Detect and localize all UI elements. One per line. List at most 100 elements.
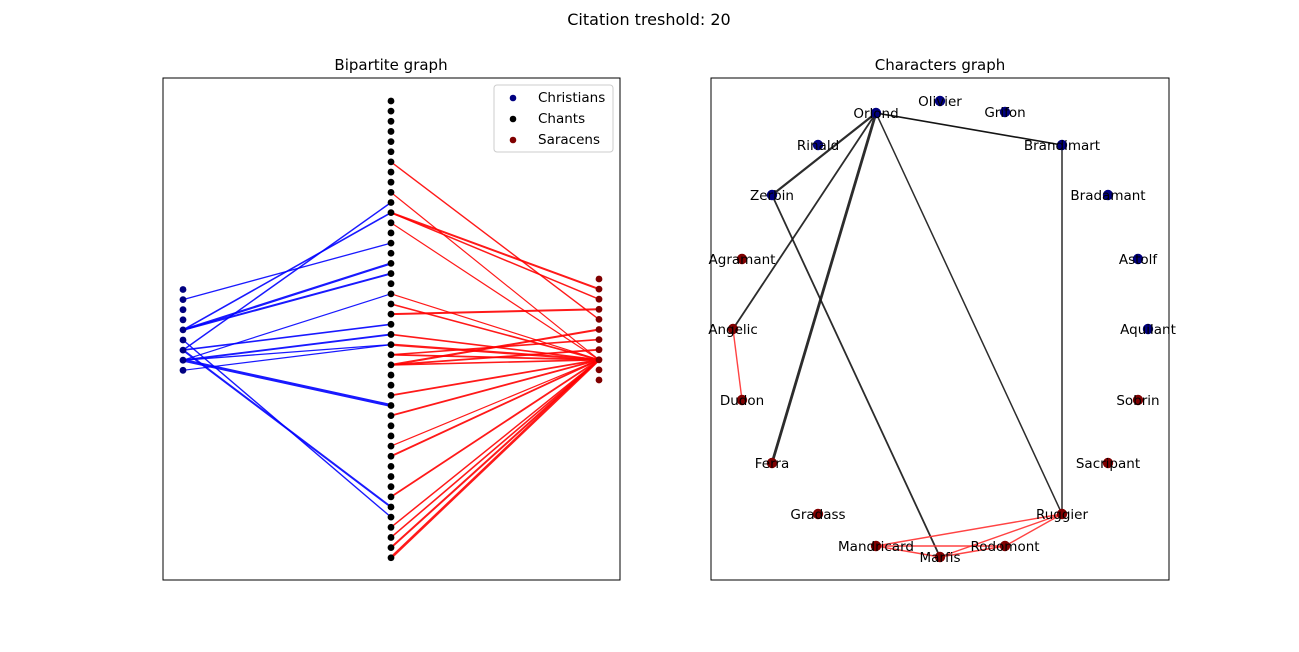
chant-node bbox=[387, 361, 395, 369]
character-edge bbox=[732, 112, 877, 330]
saracen-chant-edge bbox=[390, 359, 600, 528]
saracen-node bbox=[595, 376, 603, 384]
saracen-node bbox=[595, 366, 603, 374]
legend-label-christians: Christians bbox=[538, 90, 605, 106]
saracen-node bbox=[595, 305, 603, 313]
christian-node bbox=[179, 316, 187, 324]
saracen-chant-edge bbox=[390, 359, 600, 366]
chant-node bbox=[387, 402, 395, 409]
character-edge bbox=[771, 194, 941, 558]
saracen-chant-edge bbox=[390, 358, 600, 397]
christian-chant-edge bbox=[182, 343, 392, 361]
christian-chant-edge bbox=[182, 349, 392, 508]
character-node bbox=[736, 394, 748, 406]
chant-node bbox=[387, 97, 395, 105]
chant-node bbox=[387, 270, 395, 277]
character-edge bbox=[875, 112, 1063, 515]
character-node bbox=[999, 106, 1011, 118]
character-node bbox=[1102, 189, 1114, 201]
chant-node bbox=[387, 300, 395, 308]
saracen-node bbox=[595, 295, 603, 303]
saracen-chant-edge bbox=[390, 333, 600, 361]
chant-node bbox=[387, 371, 395, 379]
character-label: Brandimart bbox=[1024, 138, 1100, 154]
christian-node bbox=[179, 326, 187, 334]
character-label: Ferra bbox=[755, 456, 789, 472]
character-node bbox=[766, 189, 778, 201]
bipartite-nodes bbox=[179, 97, 603, 562]
character-node bbox=[736, 253, 748, 265]
character-node bbox=[1056, 508, 1068, 520]
saracen-chant-edge bbox=[390, 191, 600, 361]
characters-panel: Characters graph Orlond Olivier Grifon Rina… bbox=[708, 56, 1176, 581]
character-label: Sacripant bbox=[1076, 456, 1140, 472]
character-node bbox=[1132, 394, 1144, 406]
saracen-chant-edge bbox=[390, 211, 600, 291]
characters-nodes: Orlond Olivier Grifon Rinald Brandimart Zerbi… bbox=[708, 94, 1176, 566]
chant-node bbox=[387, 158, 395, 166]
character-label: Marfis bbox=[919, 550, 960, 566]
saracen-chant-edge bbox=[390, 211, 600, 300]
legend: Christians Chants Saracens bbox=[493, 84, 614, 153]
chant-node bbox=[387, 452, 395, 460]
saracen-chant-edge bbox=[390, 358, 600, 559]
character-label: Zerbin bbox=[750, 188, 794, 204]
saracen-node bbox=[595, 346, 603, 354]
character-node bbox=[1102, 457, 1114, 469]
chant-node bbox=[387, 493, 395, 501]
chant-node bbox=[387, 260, 395, 267]
saracen-chant-edge bbox=[390, 293, 600, 361]
character-edge bbox=[770, 112, 878, 464]
chant-node bbox=[387, 249, 395, 257]
christian-chant-edge bbox=[182, 344, 392, 371]
chant-node bbox=[387, 544, 395, 551]
chant-node bbox=[387, 239, 395, 247]
saracen-node bbox=[595, 336, 603, 343]
legend-marker-saracens bbox=[509, 136, 517, 144]
character-node bbox=[766, 457, 778, 469]
chant-node bbox=[387, 463, 395, 470]
christian-chant-edge bbox=[182, 323, 392, 351]
character-label: Astolf bbox=[1119, 252, 1159, 268]
character-edge bbox=[1004, 513, 1063, 547]
character-label: Rinald bbox=[797, 138, 839, 154]
character-edge bbox=[771, 112, 877, 196]
legend-label-chants: Chants bbox=[538, 111, 585, 127]
saracen-chant-edge bbox=[390, 222, 600, 361]
chant-node bbox=[387, 188, 395, 196]
character-node bbox=[934, 551, 946, 563]
legend-marker-christians bbox=[509, 94, 517, 102]
character-label: Dudon bbox=[720, 393, 764, 409]
chant-node bbox=[387, 310, 395, 318]
chant-node bbox=[387, 280, 395, 288]
character-node bbox=[812, 139, 824, 151]
chant-node bbox=[387, 290, 395, 298]
chant-node bbox=[387, 320, 395, 328]
character-node bbox=[999, 540, 1011, 552]
christian-chant-edge bbox=[182, 333, 392, 362]
chant-node bbox=[387, 351, 395, 359]
characters-frame bbox=[710, 77, 1170, 581]
christian-chant-edge bbox=[182, 272, 392, 331]
character-node bbox=[934, 95, 946, 107]
chant-node bbox=[387, 138, 395, 146]
character-label: Olivier bbox=[918, 94, 962, 110]
characters-title: Characters graph bbox=[875, 56, 1006, 74]
christian-node bbox=[179, 346, 187, 354]
figure-title: Citation treshold: 20 bbox=[567, 10, 730, 29]
chant-node bbox=[387, 503, 395, 511]
character-label: Gradass bbox=[790, 507, 845, 523]
saracen-chant-edge bbox=[390, 358, 600, 417]
saracen-chant-edge bbox=[390, 359, 600, 447]
christian-node bbox=[179, 286, 187, 293]
chant-node bbox=[387, 107, 395, 115]
chant-node bbox=[387, 432, 395, 440]
characters-edges bbox=[732, 112, 1063, 558]
character-edge bbox=[875, 112, 1063, 146]
christian-node bbox=[179, 336, 187, 344]
christian-chant-edge bbox=[182, 358, 392, 407]
chant-node bbox=[387, 229, 395, 237]
saracen-chant-edge bbox=[390, 359, 600, 498]
christian-node bbox=[179, 296, 187, 303]
